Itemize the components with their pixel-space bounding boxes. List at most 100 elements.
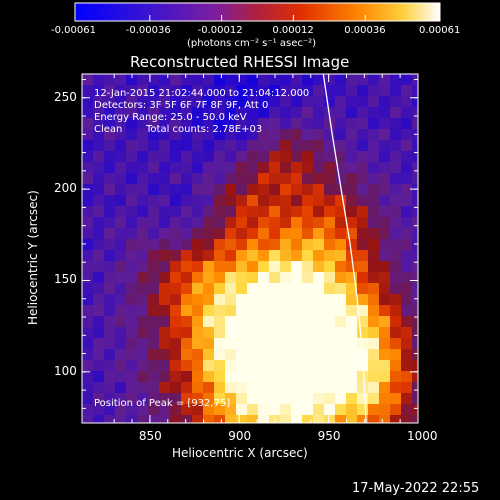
heatmap-cell (291, 140, 302, 151)
heatmap-cell (170, 151, 181, 162)
heatmap-cell (159, 162, 170, 173)
heatmap-cell (104, 151, 115, 162)
heatmap-cell (379, 151, 390, 162)
heatmap-cell (137, 338, 148, 349)
heatmap-cell (269, 173, 280, 184)
heatmap-cell (313, 239, 324, 250)
heatmap-cell (324, 140, 335, 151)
heatmap-cell (379, 415, 390, 423)
heatmap-cell (159, 151, 170, 162)
x-tick-label: 1000 (407, 429, 438, 443)
heatmap-cell (291, 173, 302, 184)
heatmap-cell (247, 107, 258, 118)
heatmap-cell (335, 250, 346, 261)
heatmap-cell (203, 338, 214, 349)
heatmap-cell (181, 382, 192, 393)
heatmap-cell (137, 118, 148, 129)
heatmap-cell (159, 96, 170, 107)
heatmap-cell (170, 184, 181, 195)
heatmap-cell (203, 228, 214, 239)
heatmap-cell (115, 327, 126, 338)
heatmap-cell (214, 404, 225, 415)
heatmap-cell (379, 294, 390, 305)
heatmap-cell (401, 349, 412, 360)
heatmap-cell (93, 107, 104, 118)
heatmap-cell (379, 195, 390, 206)
heatmap-cell (258, 228, 269, 239)
heatmap-cell (192, 96, 203, 107)
heatmap-cell (225, 239, 236, 250)
heatmap-cell (126, 96, 137, 107)
heatmap-cell (258, 195, 269, 206)
heatmap-cell (368, 382, 379, 393)
heatmap-cell (126, 393, 137, 404)
heatmap-cell (302, 140, 313, 151)
heatmap-cell (137, 283, 148, 294)
heatmap-cell (368, 250, 379, 261)
heatmap-cell (236, 96, 247, 107)
heatmap-cell (390, 404, 401, 415)
heatmap-cell (401, 151, 412, 162)
heatmap-cell (93, 239, 104, 250)
heatmap-cell (357, 74, 368, 85)
heatmap-cell (115, 173, 126, 184)
heatmap-cell (335, 404, 346, 415)
heatmap-cell (214, 261, 225, 272)
heatmap-cell (115, 382, 126, 393)
heatmap-cell (137, 316, 148, 327)
heatmap-cell (225, 184, 236, 195)
heatmap-cell (291, 250, 302, 261)
heatmap-cell (247, 217, 258, 228)
heatmap-cell (357, 338, 368, 349)
heatmap-cell (170, 118, 181, 129)
heatmap-cell (412, 162, 418, 173)
heatmap-cell (181, 118, 192, 129)
plot-frame (81, 73, 419, 424)
heatmap-cell (236, 239, 247, 250)
heatmap-cell (291, 404, 302, 415)
heatmap-cell (412, 338, 418, 349)
heatmap-cell (247, 316, 258, 327)
heatmap-cell (126, 305, 137, 316)
heatmap-cell (104, 173, 115, 184)
heatmap-cell (192, 184, 203, 195)
heatmap-cell (104, 316, 115, 327)
heatmap-cell (137, 349, 148, 360)
heatmap-cell (280, 349, 291, 360)
heatmap-cell (357, 261, 368, 272)
heatmap-cell (225, 173, 236, 184)
heatmap-cell (313, 184, 324, 195)
heatmap-cell (302, 415, 313, 423)
heatmap-cell (291, 74, 302, 85)
heatmap-cell (401, 140, 412, 151)
heatmap-cell (192, 261, 203, 272)
heatmap-cell (269, 283, 280, 294)
heatmap-cell (82, 74, 93, 85)
heatmap-cell (379, 118, 390, 129)
heatmap-cell (82, 294, 93, 305)
heatmap-cell (335, 415, 346, 423)
heatmap-cell (368, 107, 379, 118)
heatmap-cell (203, 360, 214, 371)
heatmap-cell (368, 316, 379, 327)
heatmap-cell (137, 162, 148, 173)
plot-title: Reconstructed RHESSI Image (130, 53, 350, 71)
heatmap-cell (137, 294, 148, 305)
heatmap-cell (137, 74, 148, 85)
heatmap-cell (401, 217, 412, 228)
heatmap-cell (247, 283, 258, 294)
heatmap-cell (357, 228, 368, 239)
heatmap-cell (115, 272, 126, 283)
heatmap-cell (302, 371, 313, 382)
heatmap-cell (93, 195, 104, 206)
heatmap-cell (291, 327, 302, 338)
heatmap-cell (214, 151, 225, 162)
heatmap-cell (126, 415, 137, 423)
heatmap-cell (269, 217, 280, 228)
heatmap-cell (247, 371, 258, 382)
heatmap-cell (181, 283, 192, 294)
heatmap-cell (412, 272, 418, 283)
heatmap-cell (335, 85, 346, 96)
heatmap-cell (170, 393, 181, 404)
heatmap-cell (82, 371, 93, 382)
